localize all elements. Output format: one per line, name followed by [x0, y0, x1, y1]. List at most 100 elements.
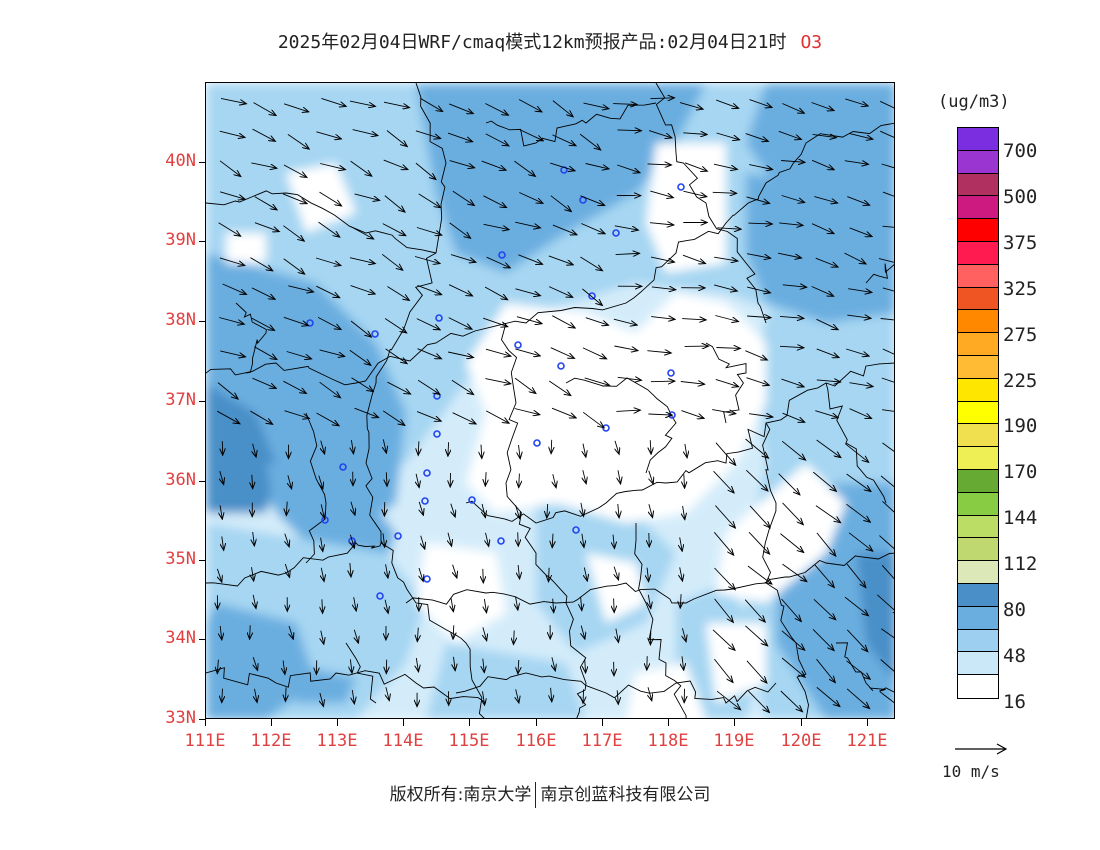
- legend-bin: [958, 219, 998, 242]
- city-marker: [421, 497, 429, 505]
- legend-bin: [958, 492, 998, 516]
- border-line: [835, 642, 894, 693]
- wind-arrow: [747, 565, 772, 584]
- wind-arrow: [782, 285, 807, 287]
- city-marker: [433, 430, 441, 438]
- wind-arrow: [547, 503, 548, 518]
- wind-arrow: [515, 288, 541, 296]
- border-line: [206, 190, 437, 254]
- wind-arrow: [748, 531, 770, 554]
- wind-arrow: [778, 252, 802, 258]
- wind-arrow: [416, 411, 441, 422]
- legend-bin: [958, 287, 998, 311]
- wind-arrow: [683, 505, 685, 520]
- wind-arrow: [421, 535, 425, 549]
- wind-arrow: [382, 223, 406, 236]
- wind-arrow: [551, 687, 552, 702]
- border-line: [405, 552, 894, 605]
- wind-arrow: [846, 473, 871, 492]
- city-marker: [572, 526, 580, 534]
- wind-arrow: [811, 159, 834, 169]
- wind-arrow: [416, 657, 418, 672]
- wind-arrow: [812, 628, 834, 650]
- lon-label: 112E: [250, 731, 292, 751]
- legend-bin: [958, 447, 998, 470]
- wind-arrow: [882, 409, 894, 412]
- wind-arrow: [384, 195, 405, 213]
- wind-arrow: [782, 412, 805, 422]
- wind-arrow: [712, 629, 735, 651]
- lon-label: 119E: [713, 731, 755, 751]
- legend-label: 325: [1003, 277, 1038, 300]
- city-marker: [612, 229, 620, 237]
- wind-arrow: [715, 315, 738, 322]
- wind-arrow: [613, 534, 615, 549]
- city-marker: [677, 183, 685, 191]
- legend-bin: [958, 355, 998, 379]
- wind-arrow: [351, 439, 353, 454]
- wind-arrow: [349, 257, 375, 264]
- wind-arrow: [518, 532, 519, 546]
- wind-arrow: [748, 223, 772, 224]
- wind-arrow: [684, 474, 685, 488]
- wind-arrow: [650, 440, 651, 454]
- wind-arrow: [849, 408, 872, 419]
- wind-arrow: [288, 475, 292, 489]
- wind-arrow: [617, 164, 640, 173]
- wind-arrow: [486, 532, 489, 547]
- wind-arrow: [716, 99, 739, 108]
- wind-arrow: [745, 350, 767, 360]
- wind-arrow: [514, 408, 540, 415]
- lon-label: 115E: [448, 731, 490, 751]
- wind-arrow: [483, 691, 485, 705]
- wind-arrow: [650, 256, 675, 262]
- lon-tick: [734, 719, 735, 726]
- wind-arrow: [284, 410, 310, 419]
- wind-arrow: [778, 473, 800, 495]
- wind-arrow: [816, 439, 841, 458]
- wind-arrow: [316, 131, 341, 139]
- wind-arrow: [285, 563, 289, 577]
- wind-arrow: [453, 625, 454, 639]
- wind-arrow: [385, 348, 408, 364]
- wind-arrow: [649, 532, 650, 547]
- city-marker: [394, 532, 402, 540]
- wind-arrow: [714, 256, 738, 261]
- wind-arrow: [748, 690, 769, 712]
- lat-label: 33N: [165, 708, 196, 728]
- legend-bin: [958, 515, 998, 539]
- city-marker: [514, 341, 522, 349]
- wind-arrow: [548, 380, 571, 396]
- wind-arrow: [876, 594, 894, 615]
- wind-arrow: [879, 691, 894, 704]
- border-line: [206, 667, 487, 704]
- city-markers: [306, 166, 685, 600]
- lon-label: 117E: [581, 731, 623, 751]
- wind-arrow: [383, 533, 385, 547]
- wind-arrow: [485, 410, 509, 423]
- wind-vectors: [216, 98, 894, 713]
- wind-arrow: [582, 411, 604, 428]
- legend-bin: [958, 264, 998, 288]
- wind-arrow: [717, 228, 741, 229]
- wind-arrow: [253, 594, 256, 609]
- wind-arrow: [518, 99, 542, 112]
- wind-arrow: [650, 381, 675, 382]
- wind-arrow: [286, 501, 287, 516]
- wind-arrow: [811, 102, 835, 111]
- border-line: [825, 382, 887, 504]
- wind-arrow: [283, 164, 307, 177]
- legend-bin: [958, 561, 998, 584]
- wind-arrow: [287, 134, 309, 149]
- border-line: [865, 263, 894, 284]
- wind-arrow: [254, 222, 279, 232]
- wind-arrow: [552, 224, 577, 235]
- wind-arrow: [551, 407, 576, 418]
- wind-arrow: [216, 410, 240, 424]
- wind-arrow: [417, 348, 442, 359]
- wind-arrow: [452, 412, 477, 424]
- wind-arrow: [816, 687, 840, 706]
- wind-arrow: [485, 103, 508, 116]
- wind-arrow: [846, 563, 866, 587]
- wind-arrow: [449, 103, 473, 114]
